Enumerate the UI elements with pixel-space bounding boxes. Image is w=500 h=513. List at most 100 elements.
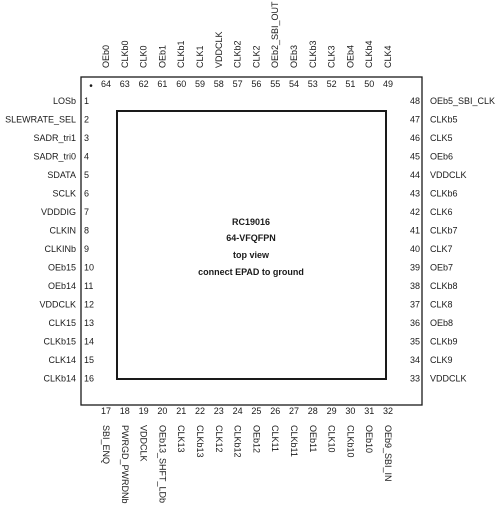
pin-number: 14 <box>84 337 94 347</box>
pin-label: SBI_ENQ <box>101 425 111 464</box>
pin-label: OEb1 <box>157 45 167 68</box>
pin-number: 4 <box>84 152 89 162</box>
pin-label: CLK13 <box>176 425 186 453</box>
pin-number: 30 <box>345 406 355 416</box>
pin-number: 25 <box>251 406 261 416</box>
pin-label: CLKb14 <box>43 374 76 384</box>
pin-label: OEb5_SBI_CLK <box>430 96 495 106</box>
pin-label: OEb3 <box>289 45 299 68</box>
pin-label: OEb13_SHFT_LDb <box>157 425 167 503</box>
pin-label: SLEWRATE_SEL <box>5 115 76 125</box>
pin-number: 3 <box>84 133 89 143</box>
pin-number: 56 <box>251 79 261 89</box>
pin-number: 64 <box>101 79 111 89</box>
pin-label: CLK8 <box>430 300 453 310</box>
pin-label: VDDCLK <box>39 300 76 310</box>
pin-number: 41 <box>410 226 420 236</box>
pin-number: 13 <box>84 318 94 328</box>
pin-number: 27 <box>289 406 299 416</box>
pin-number: 46 <box>410 133 420 143</box>
pin-label: CLK10 <box>327 425 337 453</box>
pin-label: SADR_tri1 <box>33 133 76 143</box>
pin-number: 22 <box>195 406 205 416</box>
pin-label: CLK15 <box>48 318 76 328</box>
pin-number: 24 <box>233 406 243 416</box>
pin-number: 63 <box>120 79 130 89</box>
pin-label: CLKb9 <box>430 337 458 347</box>
pin-label: OEb11 <box>308 425 318 452</box>
pin-label: SDATA <box>47 170 76 180</box>
pin-number: 20 <box>157 406 167 416</box>
pin-number: 43 <box>410 189 420 199</box>
pin-label: CLK3 <box>327 45 337 68</box>
pin-number: 26 <box>270 406 280 416</box>
pin-number: 48 <box>410 96 420 106</box>
pin-number: 10 <box>84 263 94 273</box>
pin-number: 39 <box>410 263 420 273</box>
pin-label: VDDDIG <box>41 207 76 217</box>
pin-label: PWRGD_PWRDNb <box>120 425 130 504</box>
pin-number: 18 <box>120 406 130 416</box>
pin-number: 42 <box>410 207 420 217</box>
pin-label: OEb2_SBI_OUT <box>270 1 280 68</box>
pin-number: 57 <box>233 79 243 89</box>
pin-number: 31 <box>364 406 374 416</box>
pin-number: 7 <box>84 207 89 217</box>
pin-number: 6 <box>84 189 89 199</box>
pin-number: 33 <box>410 374 420 384</box>
pin-label: CLKb7 <box>430 226 458 236</box>
pin-label: SADR_tri0 <box>33 152 76 162</box>
pin-label: OEb6 <box>430 152 453 162</box>
pin-label: CLK7 <box>430 244 453 254</box>
pin-number: 11 <box>84 281 93 291</box>
pin-number: 38 <box>410 281 420 291</box>
exposed-pad <box>116 110 387 380</box>
center-label: RC19016 64-VFQFPN top view connect EPAD to … <box>198 217 304 277</box>
pin-number: 29 <box>327 406 337 416</box>
pin-label: OEb15 <box>48 263 76 273</box>
pin-label: CLKb2 <box>233 40 243 68</box>
pin-label: CLK12 <box>214 425 224 453</box>
pin-number: 16 <box>84 374 94 384</box>
pin-label: CLK5 <box>430 133 453 143</box>
pin-label: CLK4 <box>383 45 393 68</box>
pin-number: 32 <box>383 406 393 416</box>
center-text-line: top view <box>233 250 270 260</box>
pin-number: 34 <box>410 355 420 365</box>
pin-number: 19 <box>139 406 149 416</box>
pin-label: CLKb10 <box>345 425 355 458</box>
pin-label: OEb12 <box>251 425 261 453</box>
pin-number: 28 <box>308 406 318 416</box>
pins-right-side: 48 OEb5_SBI_CLK 47 CLKb5 46 CLK5 45 OEb6 44 VDDCL… <box>410 96 495 384</box>
pin-number: 2 <box>84 115 89 125</box>
pin-label: VDDCLK <box>214 31 224 68</box>
pin-label: VDDCLK <box>430 170 467 180</box>
pin-number: 36 <box>410 318 420 328</box>
pin-label: SCLK <box>52 189 76 199</box>
pin-number: 17 <box>101 406 111 416</box>
pin-number: 62 <box>139 79 149 89</box>
pin-number: 12 <box>84 300 94 310</box>
pin-label: CLKb15 <box>43 337 76 347</box>
pin-label: CLK1 <box>195 45 205 68</box>
pin-number: 58 <box>214 79 224 89</box>
pin-label: LOSb <box>53 96 76 106</box>
pin-label: CLKb6 <box>430 189 458 199</box>
pin-number: 61 <box>157 79 167 89</box>
pin-label: CLKb13 <box>195 425 205 458</box>
pin-label: CLK2 <box>251 45 261 68</box>
pin-number: 45 <box>410 152 420 162</box>
pin-label: VDDCLK <box>139 425 149 462</box>
pin-number: 5 <box>84 170 89 180</box>
pin-number: 51 <box>345 79 355 89</box>
pin-number: 44 <box>410 170 420 180</box>
pin-number: 47 <box>410 115 420 125</box>
pin-label: CLKb11 <box>289 425 299 457</box>
pin-label: OEb9_SBI_IN <box>383 425 393 482</box>
pin-label: CLK9 <box>430 355 453 365</box>
pin-number: 53 <box>308 79 318 89</box>
pin-number: 23 <box>214 406 224 416</box>
pins-left-side: 1 LOSb 2 SLEWRATE_SEL 3 SADR_tri1 4 SADR_tri0 5S… <box>5 96 94 384</box>
pin-label: CLK14 <box>48 355 76 365</box>
pin-number: 15 <box>84 355 94 365</box>
